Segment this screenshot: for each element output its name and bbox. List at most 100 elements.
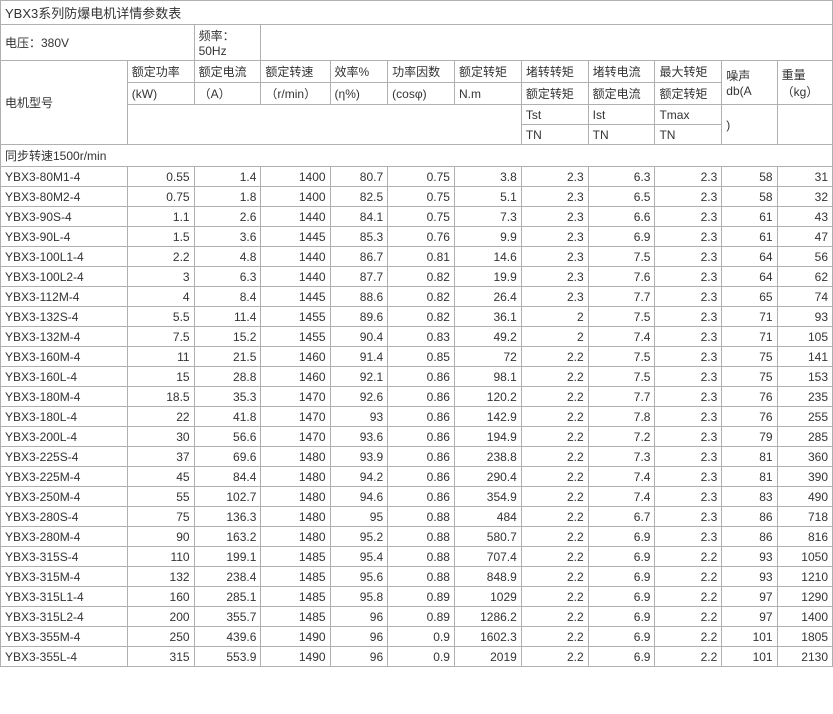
cell: 2.2 <box>655 547 722 567</box>
cell: YBX3-112M-4 <box>1 287 128 307</box>
cell: 7.5 <box>588 247 655 267</box>
cell: YBX3-355M-4 <box>1 627 128 647</box>
title-row: YBX3系列防爆电机详情参数表 <box>1 1 833 25</box>
cell: 2.3 <box>655 307 722 327</box>
cell: 816 <box>777 527 832 547</box>
cell: 7.5 <box>588 347 655 367</box>
col-speed: 额定转速 <box>261 61 330 83</box>
cell: 7.3 <box>588 447 655 467</box>
cell: 6.9 <box>588 227 655 247</box>
cell: 1210 <box>777 567 832 587</box>
cell: 90.4 <box>330 327 388 347</box>
cell: YBX3-280M-4 <box>1 527 128 547</box>
cell: 2.2 <box>521 527 588 547</box>
cell: 28.8 <box>194 367 261 387</box>
cell: 0.88 <box>388 507 455 527</box>
cell: 1.1 <box>127 207 194 227</box>
cell: 56.6 <box>194 427 261 447</box>
cell: 95.8 <box>330 587 388 607</box>
table-row: YBX3-160L-41528.8146092.10.8698.12.27.52… <box>1 367 833 387</box>
cell: 76 <box>722 407 777 427</box>
cell: 65 <box>722 287 777 307</box>
cell: 86.7 <box>330 247 388 267</box>
cell: YBX3-315L1-4 <box>1 587 128 607</box>
cell: 0.75 <box>127 187 194 207</box>
cell: 45 <box>127 467 194 487</box>
table-row: YBX3-280M-490163.2148095.20.88580.72.26.… <box>1 527 833 547</box>
section-row: 同步转速1500r/min <box>1 145 833 167</box>
cell: 21.5 <box>194 347 261 367</box>
cell: 7.4 <box>588 327 655 347</box>
cell: 71 <box>722 307 777 327</box>
cell: 5.5 <box>127 307 194 327</box>
cell: 93.6 <box>330 427 388 447</box>
cell: YBX3-355L-4 <box>1 647 128 667</box>
cell: 90 <box>127 527 194 547</box>
cell: 7.5 <box>588 307 655 327</box>
cell: 75 <box>722 367 777 387</box>
cell: 22 <box>127 407 194 427</box>
cell: 2 <box>521 307 588 327</box>
cell: 141 <box>777 347 832 367</box>
cell: 1.8 <box>194 187 261 207</box>
cell: 80.7 <box>330 167 388 187</box>
cell: 7.3 <box>454 207 521 227</box>
table-row: YBX3-355M-4250439.61490960.91602.32.26.9… <box>1 627 833 647</box>
cell: 7.8 <box>588 407 655 427</box>
table-row: YBX3-112M-448.4144588.60.8226.42.37.72.3… <box>1 287 833 307</box>
cell: 110 <box>127 547 194 567</box>
cell: 35.3 <box>194 387 261 407</box>
cell: 200 <box>127 607 194 627</box>
cell: 2.3 <box>655 227 722 247</box>
cell: 79 <box>722 427 777 447</box>
cell: 6.9 <box>588 547 655 567</box>
cell: YBX3-160M-4 <box>1 347 128 367</box>
cell: 98.1 <box>454 367 521 387</box>
cell: 1400 <box>261 167 330 187</box>
cell: 2019 <box>454 647 521 667</box>
cell: 6.9 <box>588 527 655 547</box>
cell: 1480 <box>261 467 330 487</box>
cell: 71 <box>722 327 777 347</box>
cell: 238.4 <box>194 567 261 587</box>
cell: 0.85 <box>388 347 455 367</box>
cell: 102.7 <box>194 487 261 507</box>
cell: 93 <box>777 307 832 327</box>
cell: 36.1 <box>454 307 521 327</box>
table-row: YBX3-200L-43056.6147093.60.86194.92.27.2… <box>1 427 833 447</box>
cell: 32 <box>777 187 832 207</box>
cell: 14.6 <box>454 247 521 267</box>
cell: 95.4 <box>330 547 388 567</box>
cell: YBX3-280S-4 <box>1 507 128 527</box>
table-row: YBX3-180M-418.535.3147092.60.86120.22.27… <box>1 387 833 407</box>
table-row: YBX3-180L-42241.81470930.86142.92.27.82.… <box>1 407 833 427</box>
cell: 76 <box>722 387 777 407</box>
table-row: YBX3-90L-41.53.6144585.30.769.92.36.92.3… <box>1 227 833 247</box>
cell: 2.3 <box>655 507 722 527</box>
cell: 93.9 <box>330 447 388 467</box>
cell: 484 <box>454 507 521 527</box>
cell: 0.86 <box>388 447 455 467</box>
cell: 75 <box>127 507 194 527</box>
cell: 7.5 <box>588 367 655 387</box>
cell: 1029 <box>454 587 521 607</box>
model-header: 电机型号 <box>1 61 128 145</box>
table-row: YBX3-315L1-4160285.1148595.80.8910292.26… <box>1 587 833 607</box>
cell: 7.7 <box>588 287 655 307</box>
cell: 6.9 <box>588 647 655 667</box>
cell: 2.2 <box>521 487 588 507</box>
cell: 101 <box>722 647 777 667</box>
cell: 1445 <box>261 227 330 247</box>
cell: 2.2 <box>655 607 722 627</box>
cell: 2.2 <box>655 567 722 587</box>
table-row: YBX3-355L-4315553.91490960.920192.26.92.… <box>1 647 833 667</box>
cell: 1.4 <box>194 167 261 187</box>
cell: YBX3-160L-4 <box>1 367 128 387</box>
cell: 2.3 <box>521 187 588 207</box>
cell: 2.3 <box>655 527 722 547</box>
cell: YBX3-180L-4 <box>1 407 128 427</box>
table-row: YBX3-100L1-42.24.8144086.70.8114.62.37.5… <box>1 247 833 267</box>
cell: 69.6 <box>194 447 261 467</box>
cell: 2.3 <box>655 347 722 367</box>
cell: 7.5 <box>127 327 194 347</box>
